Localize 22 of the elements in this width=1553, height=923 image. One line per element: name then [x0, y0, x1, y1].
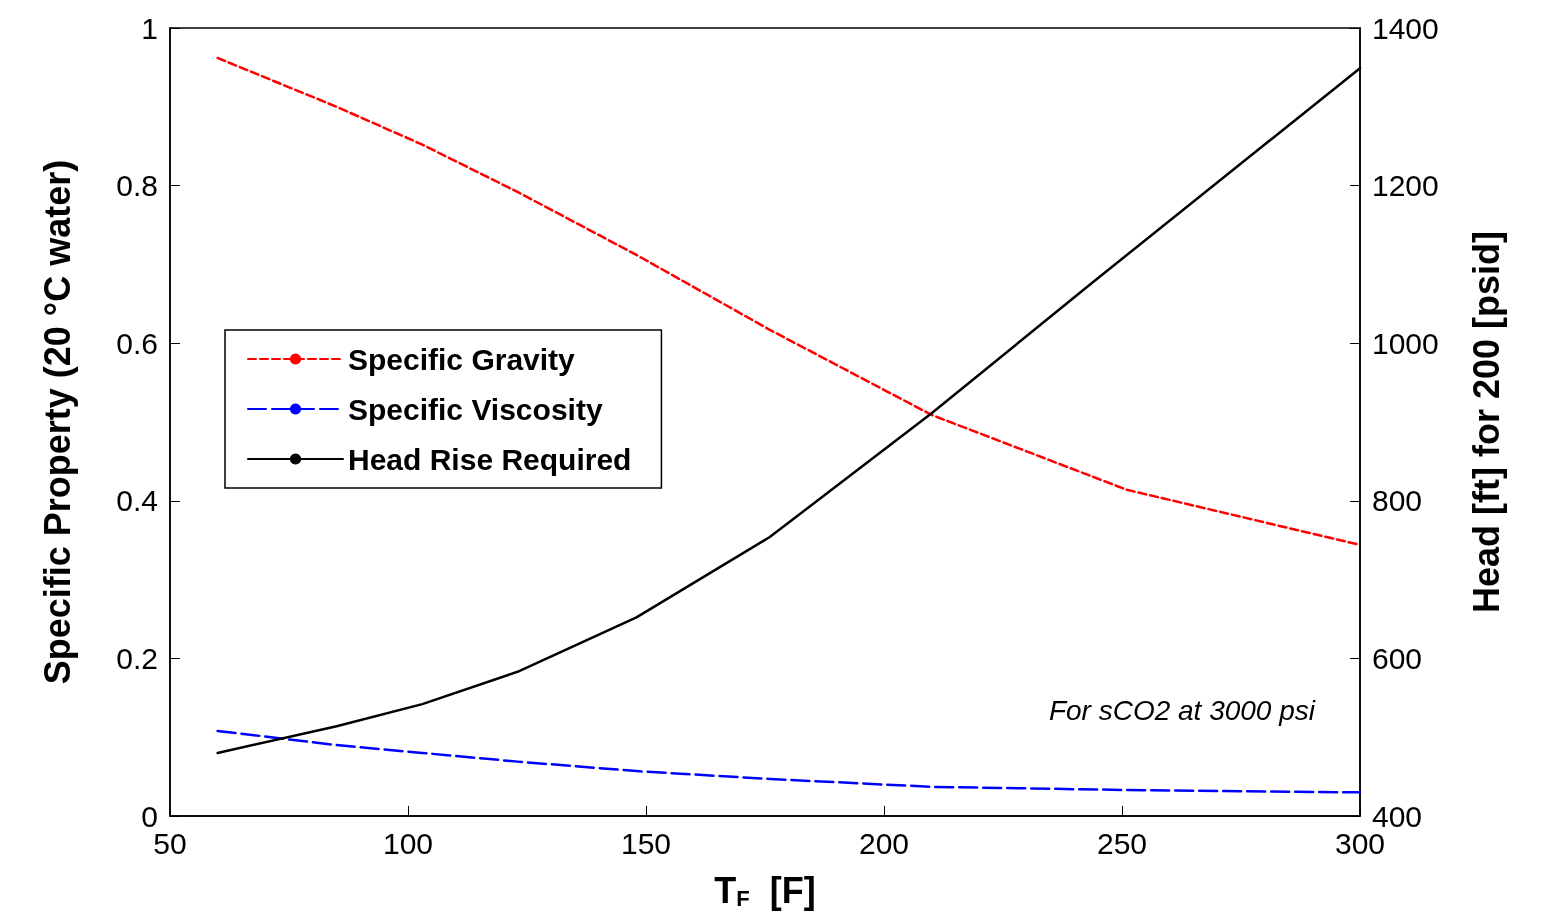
annotation: For sCO2 at 3000 psi	[1048, 694, 1316, 726]
x-tick-label: 150	[620, 826, 672, 860]
y2-tick-label: 1400	[1372, 11, 1439, 45]
legend-label: Head Rise Required	[348, 442, 632, 476]
y2-tick-label: 1200	[1372, 169, 1439, 203]
y-tick-label: 0.8	[116, 169, 158, 203]
legend-label: Specific Viscosity	[348, 392, 603, 426]
y2-axis-title: Head [ft] for 200 [psid]	[1465, 230, 1507, 614]
x-tick-label: 200	[858, 826, 910, 860]
y2-tick-label: 600	[1372, 641, 1423, 675]
y2-tick-label: 1000	[1372, 326, 1439, 360]
y-axis-title: Specific Property (20 °C water)	[36, 159, 78, 685]
x-tick-label: 250	[1096, 826, 1148, 860]
y2-tick-label: 800	[1372, 484, 1423, 518]
y-tick-label: 0.2	[116, 641, 158, 675]
legend-label: Specific Gravity	[348, 342, 576, 376]
y-tick-label: 1	[141, 11, 158, 45]
x-tick-label: 100	[382, 826, 434, 860]
y-tick-label: 0.6	[116, 326, 158, 360]
x-axis-title: TF [F]	[714, 869, 816, 911]
y-tick-label: 0.4	[116, 484, 158, 518]
line-series	[216, 729, 1362, 794]
